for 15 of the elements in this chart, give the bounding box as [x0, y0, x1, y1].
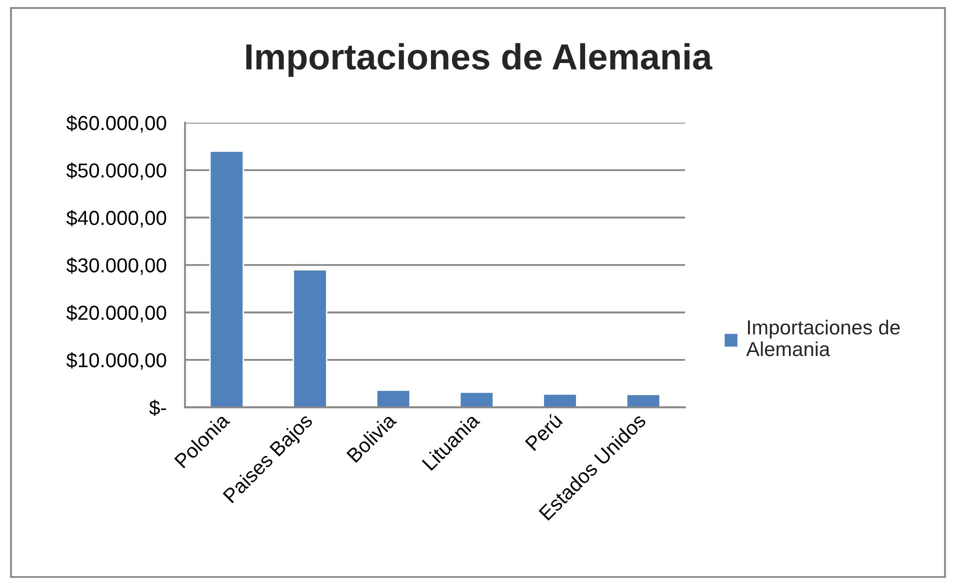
bar: [376, 390, 411, 408]
y-tick-label: $-: [149, 400, 166, 416]
y-tick-label: $10.000,00: [66, 352, 166, 370]
y-tick-label: $40.000,00: [66, 210, 166, 228]
bar: [292, 269, 328, 408]
bar: [209, 150, 244, 408]
legend-label: Importaciones de Alemania: [746, 320, 900, 356]
y-tick-label: $60.000,00: [66, 115, 166, 133]
chart-title: Importaciones de Alemania: [246, 43, 712, 77]
bar: [626, 394, 661, 408]
bar: [542, 393, 578, 408]
y-tick-label: $50.000,00: [66, 162, 166, 180]
y-tick-label: $20.000,00: [66, 304, 166, 322]
y-tick-label: $30.000,00: [66, 257, 166, 275]
bar: [459, 391, 494, 408]
